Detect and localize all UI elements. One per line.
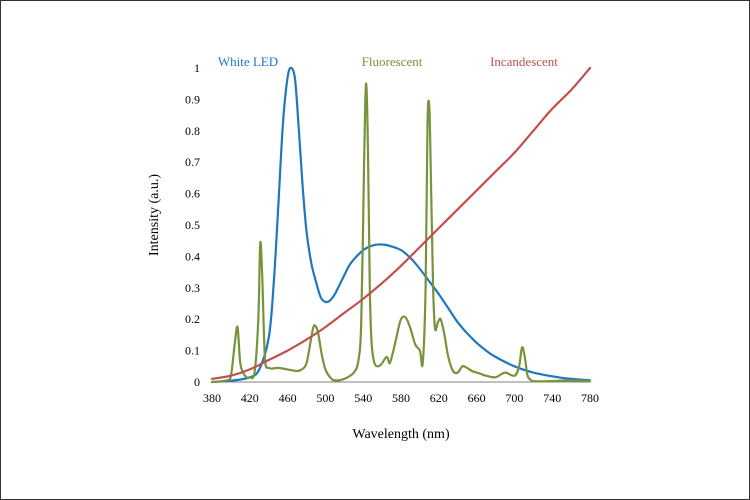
- series-line-white-led: [210, 66, 592, 384]
- series-label-fluorescent: Fluorescent: [362, 54, 423, 69]
- y-tick-label: 0.1: [185, 344, 200, 358]
- y-tick-label: 0.5: [185, 218, 200, 232]
- x-tick-label: 540: [354, 391, 372, 405]
- y-tick-label: 0.2: [185, 312, 200, 326]
- x-tick-label: 380: [203, 391, 221, 405]
- x-tick-label: 420: [241, 391, 259, 405]
- series-label-incandescent: Incandescent: [490, 54, 558, 69]
- y-axis-title: Intensity (a.u.): [147, 174, 162, 256]
- series-line-fluorescent: [210, 82, 592, 384]
- series-line-incandescent: [210, 66, 592, 380]
- y-tick-label: 0.6: [185, 187, 200, 201]
- x-tick-label: 660: [468, 391, 486, 405]
- y-tick-label: 0.8: [185, 124, 200, 138]
- x-tick-label: 780: [581, 391, 599, 405]
- y-tick-label: 0.3: [185, 281, 200, 295]
- y-tick-label: 0.4: [185, 249, 200, 263]
- series-label-white-led: White LED: [218, 54, 278, 69]
- y-tick-label: 0: [194, 375, 200, 389]
- x-tick-label: 740: [543, 391, 561, 405]
- y-tick-label: 0.9: [185, 92, 200, 106]
- y-tick-label: 1: [194, 61, 200, 75]
- x-tick-label: 580: [392, 391, 410, 405]
- y-tick-label: 0.7: [185, 155, 200, 169]
- x-axis-title: Wavelength (nm): [352, 427, 450, 442]
- x-tick-label: 700: [505, 391, 523, 405]
- x-tick-label: 500: [316, 391, 334, 405]
- x-tick-label: 460: [279, 391, 297, 405]
- x-tick-label: 620: [430, 391, 448, 405]
